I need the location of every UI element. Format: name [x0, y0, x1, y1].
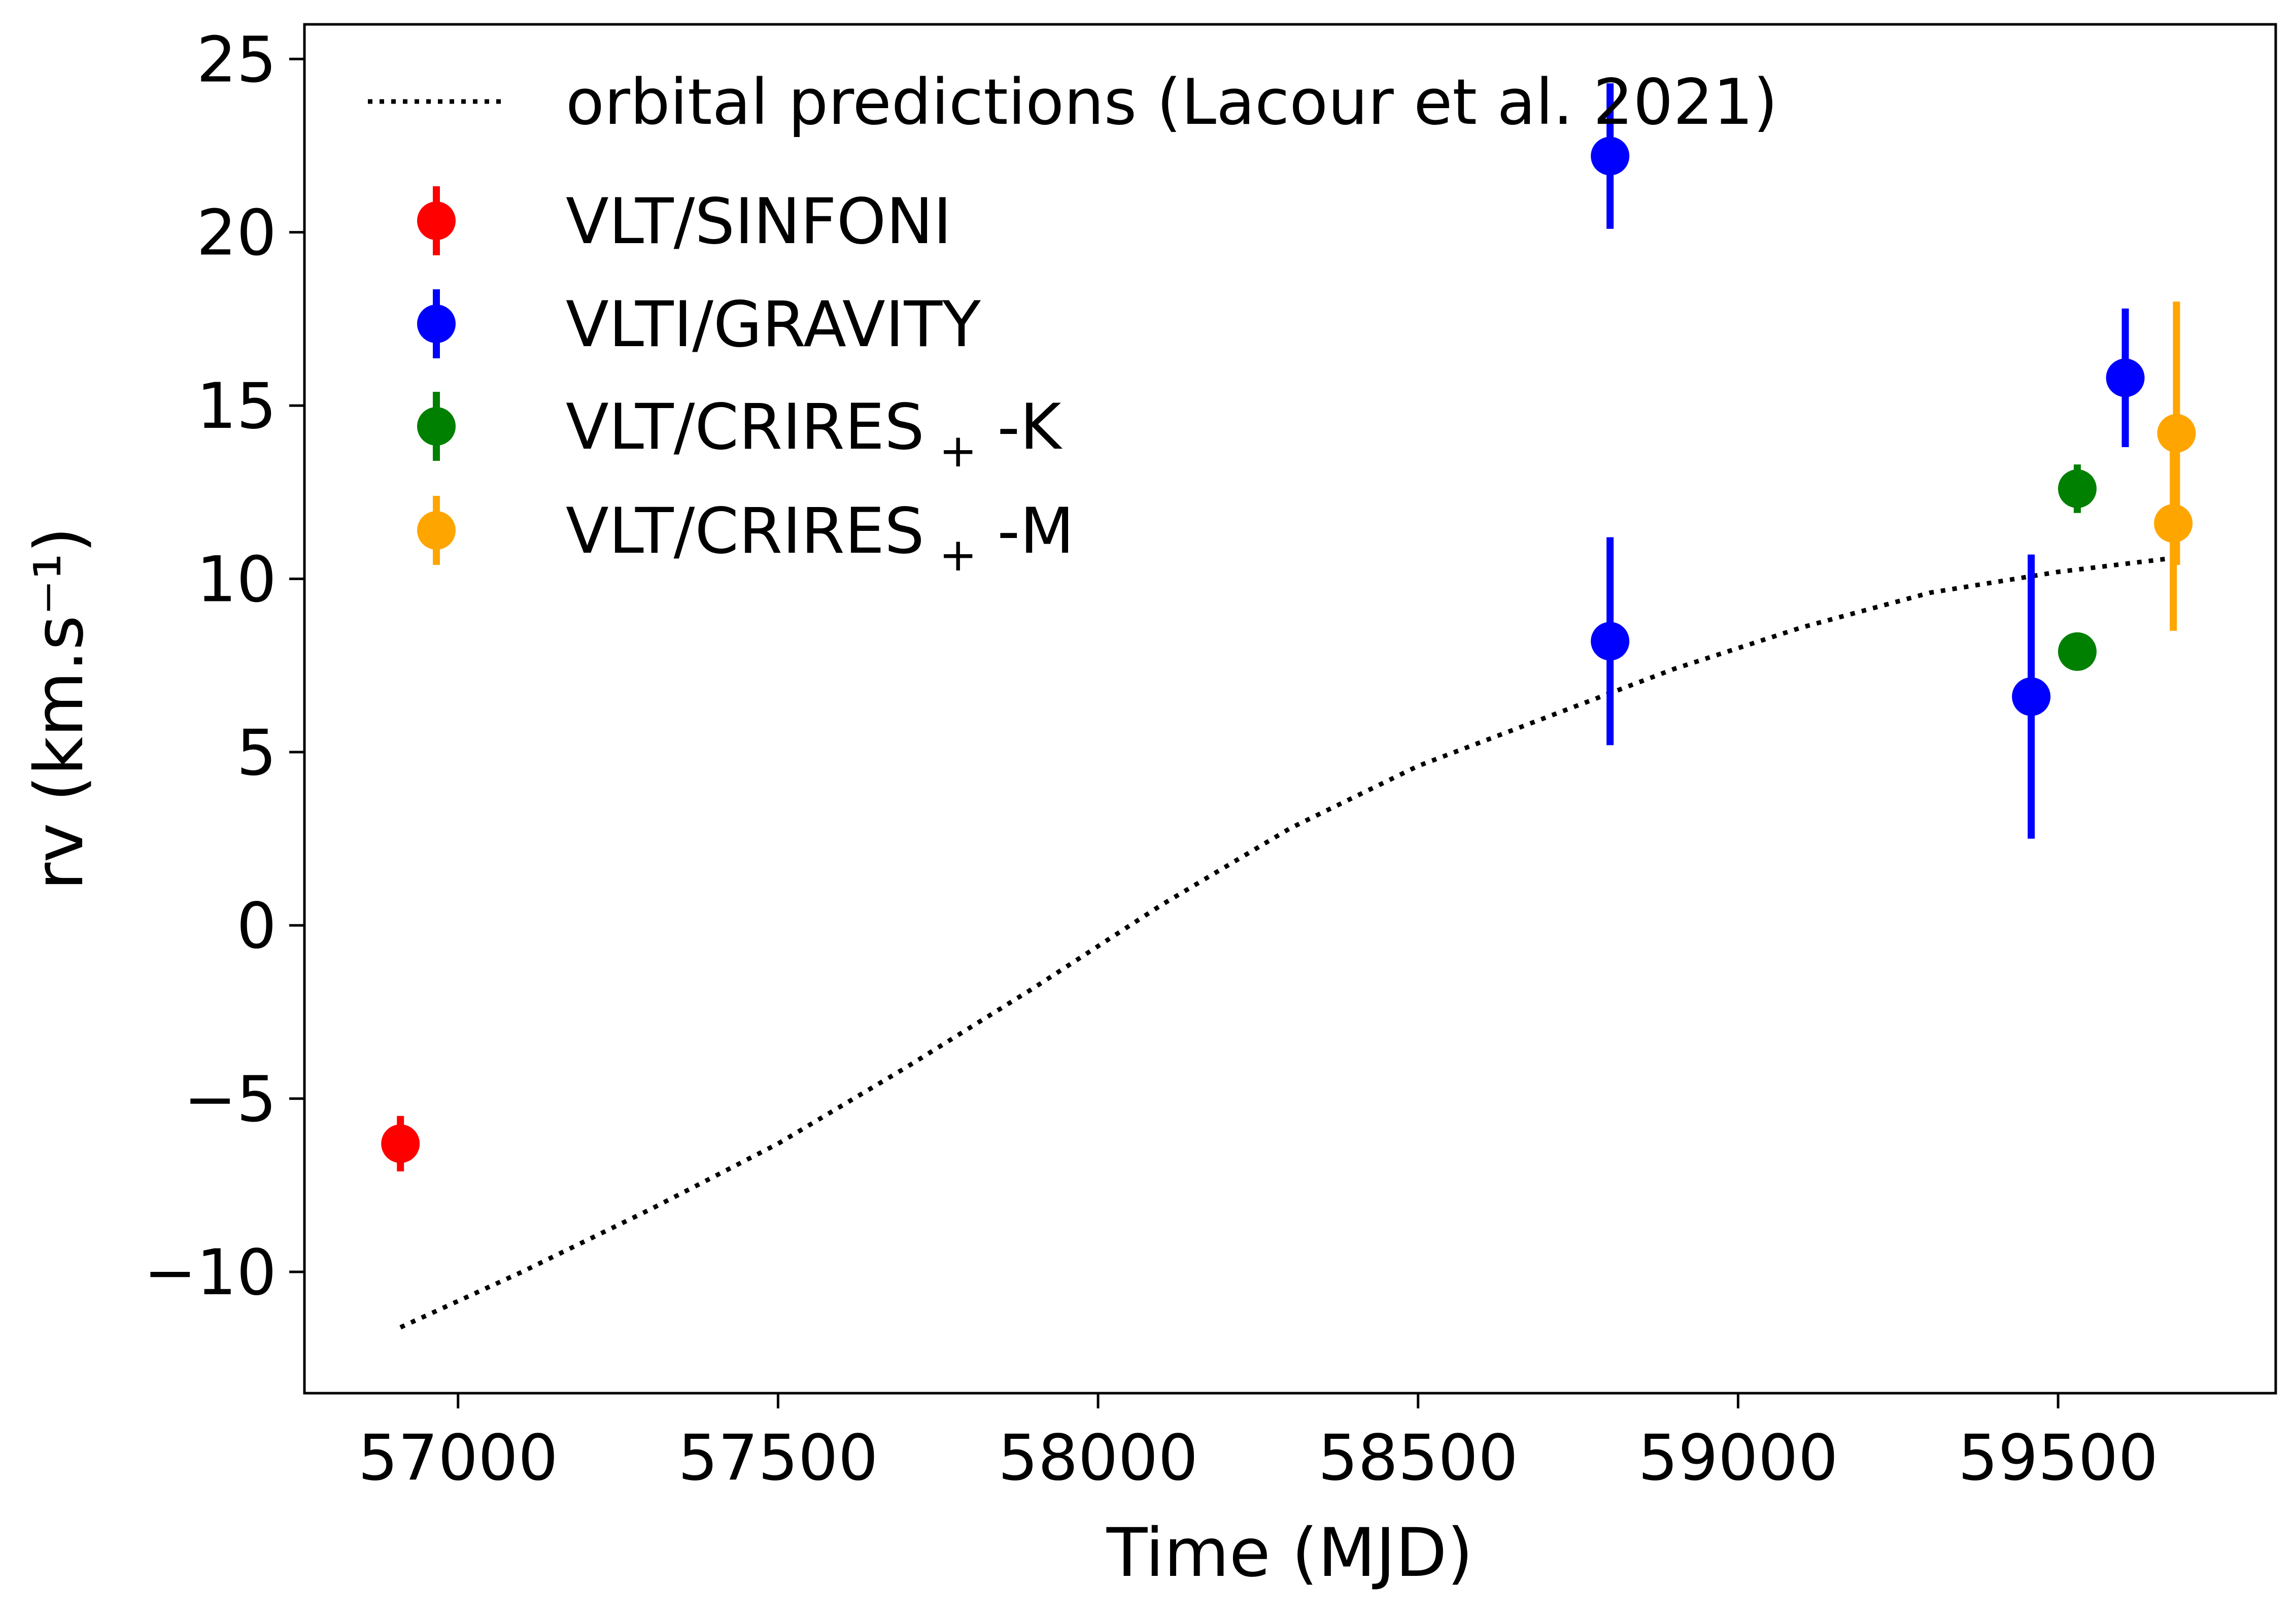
x-tick-label: 59500: [1958, 1422, 2158, 1495]
y-tick-label: −10: [144, 1236, 277, 1309]
plot-area: [303, 23, 2277, 1395]
legend-label: VLT/SINFONI: [566, 185, 952, 258]
legend-label: orbital predictions (Lacour et al. 2021): [566, 66, 1778, 139]
x-tick-label: 58000: [998, 1422, 1198, 1495]
legend-label: VLTI/GRAVITY: [566, 288, 981, 361]
data-point: [1591, 137, 1630, 176]
legend-label: VLT/CRIRES + -M: [566, 495, 1074, 582]
legend-marker: [417, 511, 456, 550]
data-point: [381, 1124, 420, 1163]
data-point: [2154, 504, 2193, 543]
y-tick-label: 20: [196, 197, 277, 270]
legend: orbital predictions (Lacour et al. 2021)…: [368, 66, 1778, 582]
prediction-layer: [399, 556, 2174, 1330]
orbital-prediction-line: [399, 556, 2174, 1330]
y-tick-label: 5: [236, 717, 277, 790]
legend-marker: [417, 201, 456, 240]
y-tick-label: 15: [196, 370, 277, 443]
x-tick-label: 57000: [358, 1422, 558, 1495]
y-axis-title: rv (km.s⁻¹): [20, 527, 98, 890]
legend-label: VLT/CRIRES + -K: [566, 391, 1063, 478]
data-point: [2058, 632, 2097, 671]
x-axis-ticks: 57000 57500 58000 58500 59000 59500: [358, 1393, 2158, 1495]
data-points-layer: [381, 83, 2196, 1172]
data-point: [2106, 358, 2145, 397]
legend-marker: [417, 305, 456, 343]
data-point: [2012, 677, 2051, 716]
y-tick-label: 10: [196, 543, 277, 616]
data-point: [1591, 622, 1630, 661]
y-tick-label: 0: [236, 890, 277, 963]
y-tick-label: 25: [196, 23, 277, 96]
x-axis-title: Time (MJD): [1106, 1514, 1473, 1592]
y-tick-label: −5: [184, 1063, 277, 1136]
y-axis-ticks: −10 −5 0 5 10 15 20 25: [144, 23, 304, 1309]
x-tick-label: 58500: [1318, 1422, 1518, 1495]
x-tick-label: 57500: [678, 1422, 878, 1495]
legend-marker: [417, 407, 456, 446]
x-tick-label: 59000: [1638, 1422, 1838, 1495]
data-point: [2058, 469, 2097, 508]
